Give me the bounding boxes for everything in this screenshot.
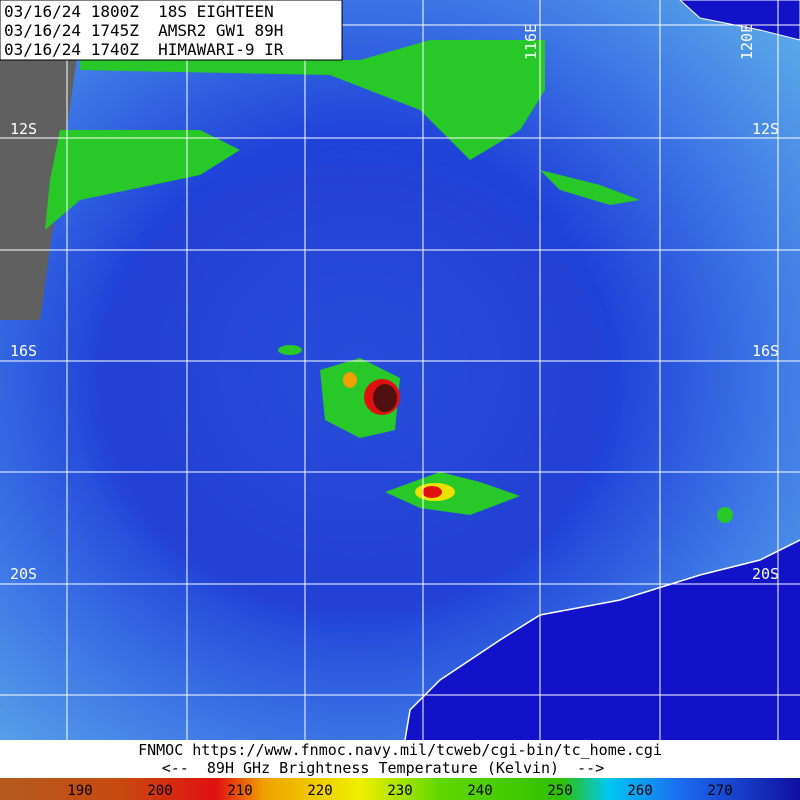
land-dark (405, 540, 800, 740)
colorbar-label: 190 (67, 783, 92, 799)
ir-strip (0, 0, 85, 320)
header-line: 03/16/24 1745Z AMSR2 GW1 89H (4, 21, 283, 40)
convection (320, 358, 400, 438)
lat-label: 20S (752, 565, 779, 583)
colorbar-labels: 190 200 210 220 230 240 250 260 270 (67, 783, 732, 799)
lat-label: 20S (10, 565, 37, 583)
land-green (45, 130, 240, 230)
colorbar-label: 200 (147, 783, 172, 799)
footer-box (0, 740, 800, 778)
colorbar-label: 210 (227, 783, 252, 799)
lon-label: 116E (522, 24, 540, 60)
lat-label: 12S (752, 120, 779, 138)
colorbar-label: 270 (707, 783, 732, 799)
header-box (0, 0, 343, 61)
convection (717, 507, 733, 523)
land-dark (679, 0, 800, 41)
convection-core (343, 372, 357, 388)
coordinate-labels: 12S 12S 16S 16S 20S 20S 116E 120E (10, 24, 779, 583)
source-text: FNMOC https://www.fnmoc.navy.mil/tcweb/c… (138, 741, 662, 759)
convection-core (373, 384, 397, 412)
convection (278, 345, 302, 355)
land-green (540, 170, 640, 205)
colorbar-label: 250 (547, 783, 572, 799)
lat-label: 16S (10, 342, 37, 360)
footer: FNMOC https://www.fnmoc.navy.mil/tcweb/c… (0, 740, 800, 800)
lat-label: 16S (752, 342, 779, 360)
colorbar-label: 240 (467, 783, 492, 799)
convection-core (422, 486, 442, 498)
lat-label: 12S (10, 120, 37, 138)
graticule (0, 0, 800, 740)
colorbar-label: 220 (307, 783, 332, 799)
colorbar-label: 260 (627, 783, 652, 799)
colorbar-label: 230 (387, 783, 412, 799)
lon-label: 120E (738, 24, 756, 60)
map-image (0, 0, 800, 741)
colorbar (0, 778, 800, 800)
header-line: 03/16/24 1800Z 18S EIGHTEEN (4, 2, 274, 21)
header: 03/16/24 1800Z 18S EIGHTEEN 03/16/24 174… (0, 0, 343, 61)
legend-text: <-- 89H GHz Brightness Temperature (Kelv… (162, 759, 605, 777)
header-line: 03/16/24 1740Z HIMAWARI-9 IR (4, 40, 284, 59)
land-green (80, 40, 545, 160)
